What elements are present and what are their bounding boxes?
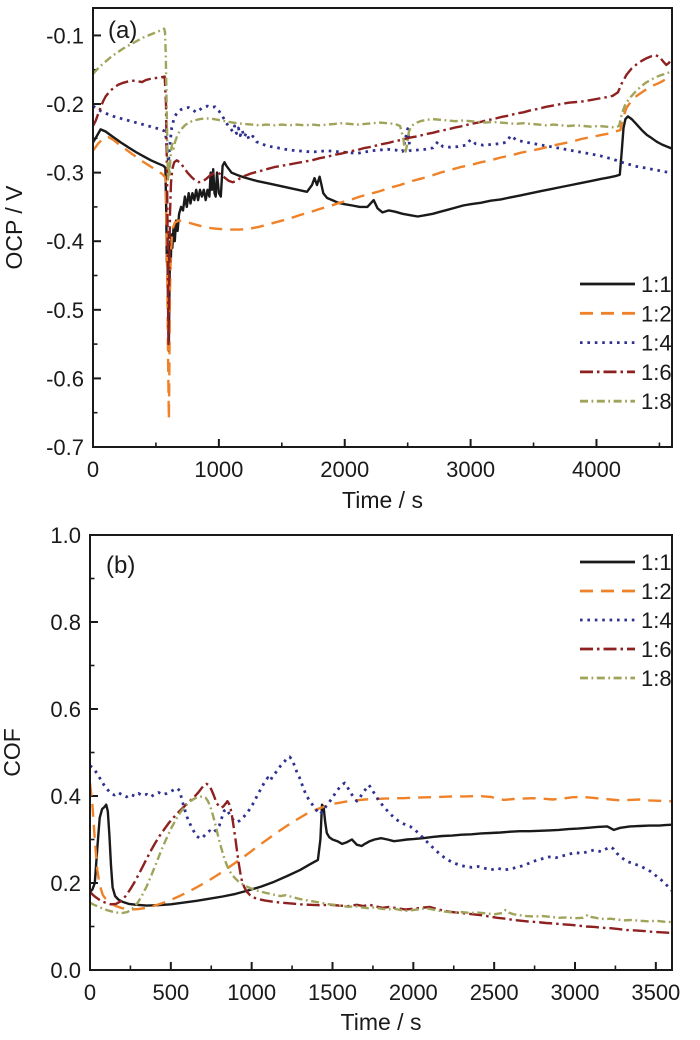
- series-line-1:1: [90, 803, 672, 907]
- chart-canvas-1: 0 500 1000 1500 2000 2500 3000 3500 0.0 0.2 0.4 0.6…: [0, 523, 680, 1035]
- x-tick-label: 0: [87, 457, 99, 482]
- x-tick-label: 2000: [389, 980, 438, 1005]
- x-tick-label: 1500: [308, 980, 357, 1005]
- x-tick-label: 0: [84, 980, 96, 1005]
- plot-border: [92, 7, 673, 448]
- panel-b-cof-chart: 0 500 1000 1500 2000 2500 3000 3500 0.0 0.2 0.4 0.6…: [0, 520, 700, 1040]
- y-tick-label: -0.4: [46, 229, 84, 254]
- y-tick-label: 0.8: [50, 610, 81, 635]
- y-tick-label: -0.7: [46, 435, 84, 460]
- y-tick-label: 0.4: [50, 784, 81, 809]
- y-tick-label: -0.6: [46, 366, 84, 391]
- y-tick-label: -0.3: [46, 161, 84, 186]
- series-group: [93, 27, 672, 421]
- series-line-1:8: [93, 27, 672, 181]
- series-line-1:8: [90, 795, 672, 924]
- legend-label-1:4: 1:4: [641, 608, 672, 633]
- plot-border: [89, 534, 673, 971]
- y-axis-label: OCP / V: [1, 185, 27, 270]
- x-axis-label: Time / s: [341, 1009, 422, 1035]
- x-axis-label: Time / s: [342, 487, 423, 513]
- legend-label-1:1: 1:1: [641, 550, 672, 575]
- legend-label-1:6: 1:6: [641, 637, 672, 662]
- legend-label-1:2: 1:2: [641, 301, 672, 326]
- x-tick-label: 3000: [446, 457, 495, 482]
- y-tick-label: -0.2: [46, 92, 84, 117]
- y-axis-label: COF: [0, 728, 25, 777]
- y-tick-label: 1.0: [50, 523, 81, 548]
- y-tick-label: 0.6: [50, 697, 81, 722]
- series-line-1:6: [93, 54, 672, 346]
- panel-a-ocp-chart: 0 1000 2000 3000 4000 -0.7 -0.6 -0.5 -0.4 -0.3 -0.…: [1, 7, 673, 513]
- x-tick-label: 1000: [227, 980, 276, 1005]
- x-tick-label: 4000: [572, 457, 621, 482]
- legend-label-1:6: 1:6: [641, 360, 672, 385]
- series-line-1:4: [90, 755, 672, 892]
- x-tick-label: 2500: [470, 980, 519, 1005]
- x-tick-label: 500: [152, 980, 189, 1005]
- x-tick-label: 3500: [631, 980, 680, 1005]
- legend-label-1:8: 1:8: [641, 389, 672, 414]
- legend-label-1:8: 1:8: [641, 666, 672, 691]
- chart-canvas-0: 0 1000 2000 3000 4000 -0.7 -0.6 -0.5 -0.4 -0.3 -0.…: [1, 7, 673, 513]
- y-tick-label: 0.2: [50, 871, 81, 896]
- x-tick-label: 3000: [551, 980, 600, 1005]
- y-tick-label: -0.1: [46, 23, 84, 48]
- panel-letter: (a): [108, 17, 137, 44]
- series-line-1:6: [90, 782, 672, 935]
- y-tick-label: -0.5: [46, 298, 84, 323]
- x-tick-label: 2000: [320, 457, 369, 482]
- series-line-1:1: [93, 115, 672, 353]
- series-group: [90, 755, 672, 935]
- y-tick-label: 0.0: [50, 958, 81, 983]
- series-line-1:2: [90, 782, 672, 911]
- legend-label-1:1: 1:1: [641, 272, 672, 297]
- legend-label-1:2: 1:2: [641, 579, 672, 604]
- panel-letter: (b): [106, 552, 135, 579]
- legend-label-1:4: 1:4: [641, 331, 672, 356]
- x-tick-label: 1000: [194, 457, 243, 482]
